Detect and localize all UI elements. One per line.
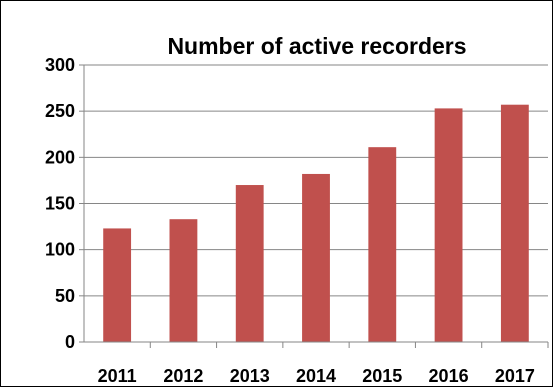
bar-2016 (434, 108, 463, 342)
y-tick-label: 300 (45, 55, 75, 75)
x-tick-label: 2017 (495, 366, 535, 386)
chart-title: Number of active recorders (167, 33, 466, 59)
x-tick-label: 2015 (362, 366, 402, 386)
bar-2012 (169, 219, 198, 342)
y-tick-label: 50 (55, 286, 75, 306)
bar-2015 (368, 147, 397, 342)
bars (103, 104, 529, 342)
bar-2017 (500, 104, 529, 342)
bar-2013 (235, 185, 264, 342)
x-tick-label: 2016 (429, 366, 469, 386)
y-tick-label: 100 (45, 240, 75, 260)
x-tick-label: 2012 (163, 366, 203, 386)
x-tick-label: 2014 (296, 366, 336, 386)
y-axis-ticks: 0 50 100 150 200 250 300 (45, 55, 75, 352)
bar-2011 (103, 228, 132, 342)
axes (79, 64, 549, 348)
y-tick-label: 250 (45, 101, 75, 121)
x-tick-label: 2011 (98, 366, 137, 386)
y-tick-label: 200 (45, 147, 75, 167)
y-tick-label: 150 (45, 194, 75, 214)
x-axis-ticks: 2011 2012 2013 2014 2015 2016 2017 (98, 366, 535, 386)
x-tick-label: 2013 (230, 366, 270, 386)
y-tick-label: 0 (65, 332, 75, 352)
bar-2014 (302, 173, 330, 342)
